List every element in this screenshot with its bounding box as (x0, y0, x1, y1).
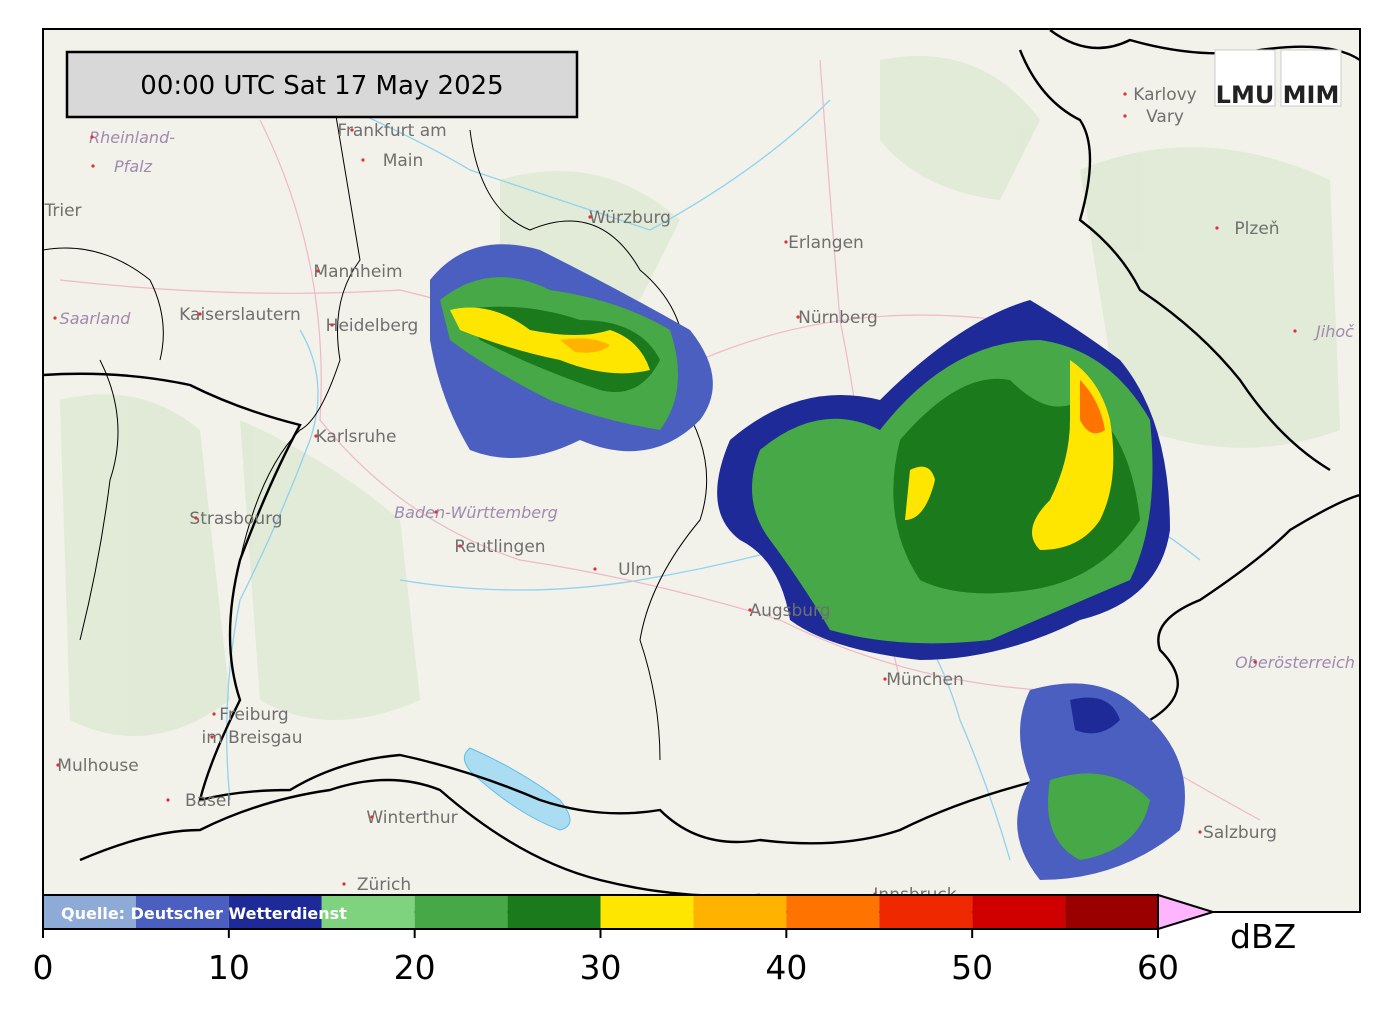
logo-lmu: LMU (1216, 81, 1275, 109)
place-dot (210, 735, 214, 739)
place-dot (1215, 226, 1219, 230)
colorbar-segment (693, 895, 787, 929)
place-dot (316, 269, 320, 273)
colorbar-segment (786, 895, 880, 929)
place-label: Augsburg (749, 601, 830, 621)
place-label: Karlsruhe (316, 427, 397, 447)
place-dot (198, 312, 202, 316)
region-label: Oberösterreich (1235, 653, 1355, 672)
place-label: Erlangen (788, 233, 864, 253)
colorbar-segment (507, 895, 601, 929)
place-dot (350, 128, 354, 132)
place-label: Freiburg (219, 705, 288, 725)
place-dot (883, 677, 887, 681)
timestamp-box (65, 50, 579, 119)
place-dot (588, 215, 592, 219)
place-dot (194, 516, 198, 520)
logos: LMU MIM (1214, 49, 1342, 109)
place-dot (796, 315, 800, 319)
place-label: Salzburg (1203, 823, 1277, 843)
colorbar-segment (135, 895, 229, 929)
place-dot (53, 316, 57, 320)
radar-echoes (430, 244, 1185, 880)
place-label: Mulhouse (57, 756, 138, 776)
place-label: Winterthur (366, 808, 457, 828)
lake-constance (463, 747, 571, 831)
place-dot (342, 882, 346, 886)
colorbar-tick-label: 60 (1137, 948, 1179, 987)
place-label: Basel (185, 791, 231, 811)
place-dot (90, 135, 94, 139)
timestamp: 00:00 UTC Sat 17 May 2025 (140, 71, 503, 101)
place-dot (748, 608, 752, 612)
colorbar-source: Quelle: Deutscher Wetterdienst (61, 904, 347, 923)
forest-areas (60, 56, 1340, 736)
colorbar-segment (879, 895, 973, 929)
logo-box (1214, 49, 1276, 107)
colorbar-segment (972, 895, 1066, 929)
colorbar-tick-label: 30 (580, 948, 622, 987)
place-label: Strasbourg (189, 509, 282, 529)
place-dot (21, 208, 24, 211)
place-label: Vary (1146, 107, 1184, 127)
region-label: Pfalz (114, 157, 153, 176)
place-label: Reutlingen (454, 537, 545, 557)
colorbar-unit: dBZ (1230, 917, 1296, 956)
place-dot (458, 544, 462, 548)
colorbar-segment (414, 895, 508, 929)
colorbar-tick-label: 20 (394, 948, 436, 987)
place-dot (212, 712, 216, 716)
place-dot (166, 798, 170, 802)
place-dot (1198, 830, 1202, 834)
logo-box (1280, 49, 1342, 107)
colorbar-tick-label: 40 (765, 948, 807, 987)
map-area: Frankfurt am Main Mannheim Heidelberg Kaiser… (21, 29, 1360, 912)
logo-mim: MIM (1283, 81, 1340, 109)
place-label: Nürnberg (798, 308, 878, 328)
place-label: Würzburg (589, 208, 671, 228)
place-label: Ulm (618, 560, 652, 580)
place-label: Frankfurt am (337, 121, 446, 141)
place-label: Heidelberg (326, 316, 419, 336)
place-label: Plzeň (1234, 219, 1279, 239)
place-dot (1123, 114, 1127, 118)
colorbar-tick-label: 10 (208, 948, 250, 987)
place-dot (330, 323, 334, 327)
colorbar-segment (43, 895, 136, 929)
colorbar-tick-label: 0 (33, 948, 54, 987)
place-dot (1123, 92, 1127, 96)
place-dot (784, 240, 788, 244)
place-dot (314, 434, 318, 438)
region-label: Rheinland- (89, 128, 175, 147)
place-label: Zürich (357, 875, 411, 895)
place-dot (593, 567, 597, 571)
place-dot (56, 763, 60, 767)
place-labels: Frankfurt am Main Mannheim Heidelberg Kaiser… (21, 85, 1355, 905)
place-dot (1293, 329, 1297, 333)
place-dot (91, 164, 95, 168)
place-label: im Breisgau (202, 728, 303, 748)
region-label: Jihoč (1313, 322, 1355, 341)
place-dot (361, 158, 365, 162)
place-dot (370, 815, 374, 819)
country-borders (43, 29, 1360, 898)
colorbar-segment (321, 895, 415, 929)
region-label: Baden-Württemberg (394, 503, 558, 522)
place-label: Karlovy (1133, 85, 1197, 105)
region-label: Saarland (60, 309, 132, 328)
colorbar: Quelle: Deutscher Wetterdienst 0 10 20 30 40 5… (33, 893, 1296, 987)
place-dot (434, 510, 438, 514)
place-label: Trier (43, 201, 81, 221)
colorbar-tick-label: 50 (951, 948, 993, 987)
colorbar-segment (228, 895, 322, 929)
place-dot (1253, 660, 1257, 664)
place-label: Mannheim (313, 262, 402, 282)
colorbar-segment (1065, 895, 1158, 929)
colorbar-segment (600, 895, 694, 929)
place-label: München (886, 670, 964, 690)
place-label: Main (383, 151, 424, 171)
place-label: Kaiserslautern (179, 305, 301, 325)
